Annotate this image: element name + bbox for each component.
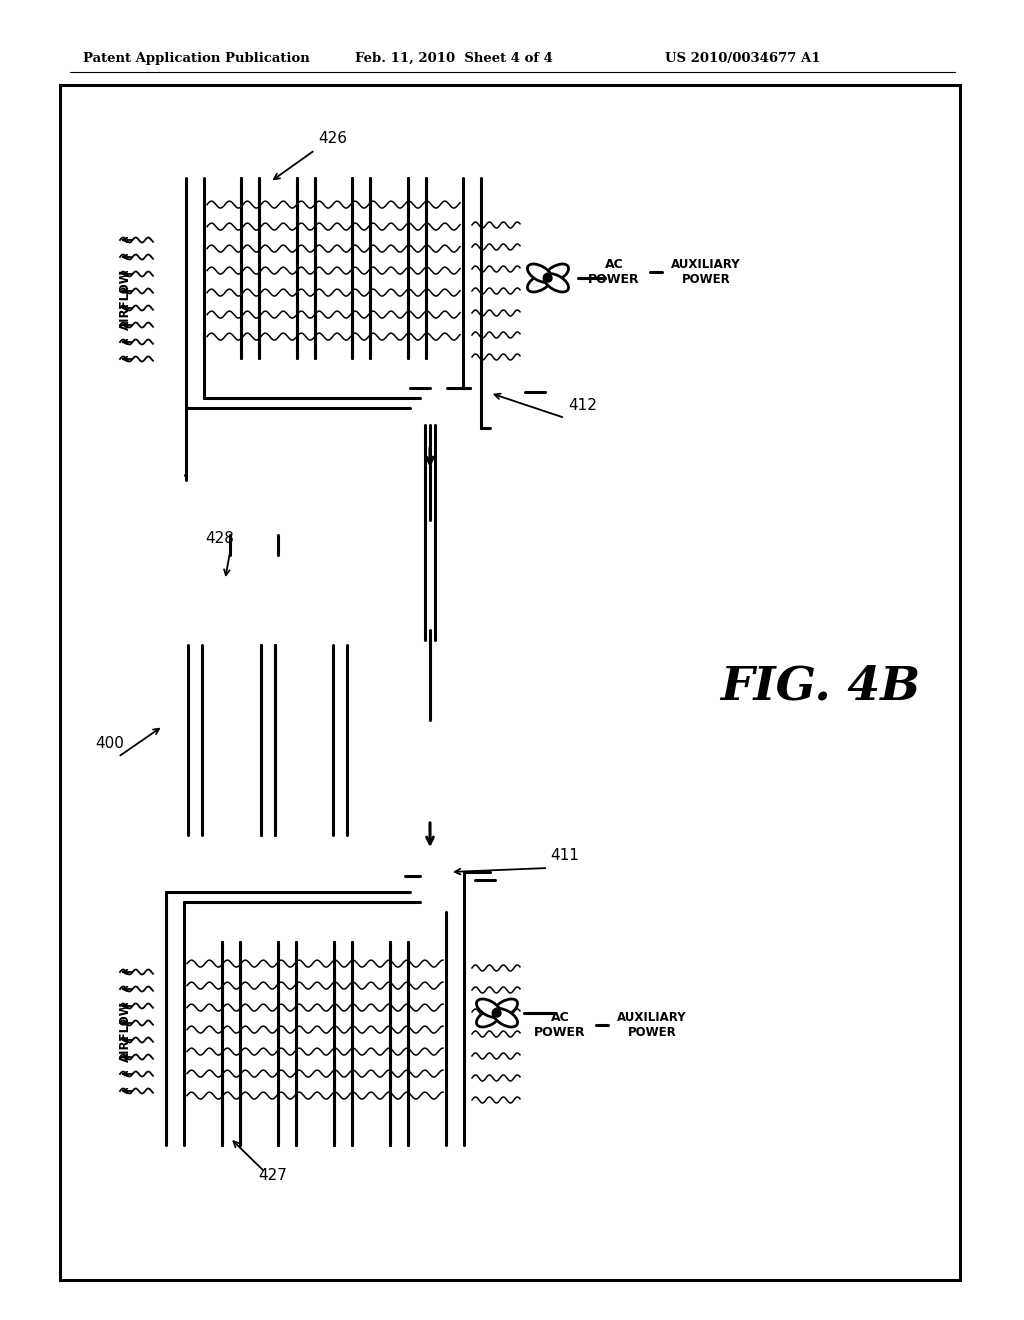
- Ellipse shape: [493, 1008, 517, 1027]
- Circle shape: [493, 1008, 501, 1016]
- Text: 411: 411: [550, 847, 579, 863]
- Text: 412: 412: [568, 399, 597, 413]
- Ellipse shape: [493, 999, 517, 1018]
- Ellipse shape: [527, 273, 552, 292]
- Text: AIRFLOW: AIRFLOW: [119, 269, 131, 330]
- Text: AUXILIARY
POWER: AUXILIARY POWER: [671, 257, 740, 286]
- Bar: [60, 84, 961, 1280]
- Text: FIG. 4B: FIG. 4B: [720, 664, 921, 710]
- Ellipse shape: [544, 273, 568, 292]
- Text: 428: 428: [205, 531, 233, 546]
- Bar: [662, 210, 750, 335]
- Bar: [420, 863, 475, 898]
- Text: AIRFLOW: AIRFLOW: [119, 1002, 131, 1063]
- Bar: [215, 554, 290, 620]
- Ellipse shape: [476, 999, 501, 1018]
- Circle shape: [544, 275, 552, 282]
- Bar: [578, 210, 650, 335]
- Text: AC
POWER: AC POWER: [535, 1011, 586, 1039]
- Text: 426: 426: [318, 131, 347, 147]
- Text: Feb. 11, 2010  Sheet 4 of 4: Feb. 11, 2010 Sheet 4 of 4: [355, 51, 553, 65]
- Text: AC
POWER: AC POWER: [588, 257, 640, 286]
- Bar: [365, 843, 490, 906]
- Text: AUXILIARY
POWER: AUXILIARY POWER: [617, 1011, 687, 1039]
- Text: US 2010/0034677 A1: US 2010/0034677 A1: [665, 51, 820, 65]
- Bar: [175, 475, 410, 655]
- Bar: [406, 363, 530, 425]
- Ellipse shape: [544, 264, 568, 282]
- Text: Patent Application Publication: Patent Application Publication: [83, 51, 309, 65]
- Bar: [524, 964, 596, 1088]
- Text: 400: 400: [95, 737, 124, 751]
- Bar: [160, 455, 465, 925]
- Bar: [470, 375, 525, 411]
- Bar: [608, 964, 696, 1088]
- Ellipse shape: [527, 264, 552, 282]
- Ellipse shape: [476, 1008, 501, 1027]
- Text: 427: 427: [258, 1168, 287, 1183]
